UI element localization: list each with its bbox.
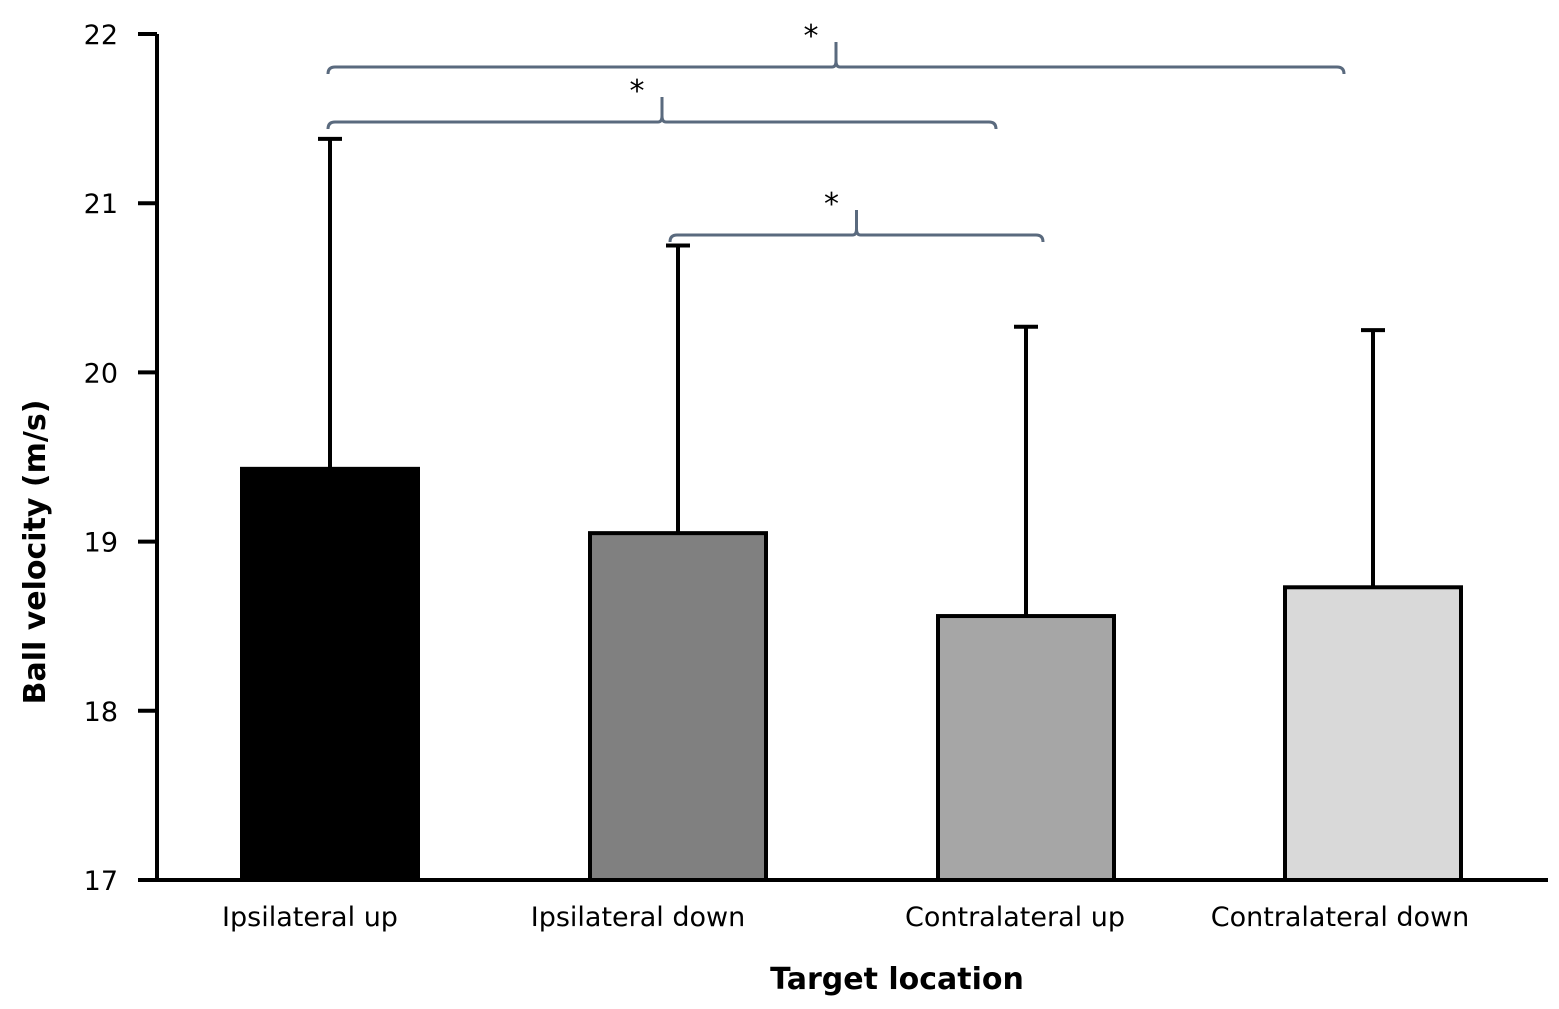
y-ticks: 17 18 19 20 21 22 [84, 20, 157, 897]
x-category-labels: Ipsilateral up Ipsilateral down Contralate… [222, 902, 1469, 933]
significance-star: * [630, 74, 645, 109]
y-tick-label: 19 [84, 528, 118, 559]
significance-bracket [326, 97, 998, 130]
y-tick-label: 20 [84, 358, 118, 389]
significance-brackets: * * * [326, 19, 1346, 243]
bar-0 [240, 466, 420, 882]
x-category-label: Ipsilateral up [222, 902, 398, 933]
x-category-label: Contralateral up [905, 902, 1125, 933]
y-tick-label: 21 [84, 189, 118, 220]
y-axis-title: Ball velocity (m/s) [18, 400, 53, 705]
x-category-label: Contralateral down [1211, 902, 1470, 933]
x-category-label: Ipsilateral down [531, 902, 746, 933]
error-bars [318, 136, 1385, 617]
y-tick-label: 22 [84, 20, 118, 51]
significance-bracket [326, 42, 1346, 75]
significance-bracket [668, 210, 1045, 243]
x-axis-title: Target location [770, 962, 1024, 997]
significance-star: * [804, 19, 819, 54]
y-tick-label: 18 [84, 697, 118, 728]
axes [155, 34, 1548, 882]
y-tick-label: 17 [84, 866, 118, 897]
bar-2 [936, 614, 1116, 882]
bar-3 [1283, 585, 1463, 882]
bar-1 [588, 531, 768, 882]
bars [240, 466, 1463, 882]
significance-star: * [824, 187, 839, 222]
